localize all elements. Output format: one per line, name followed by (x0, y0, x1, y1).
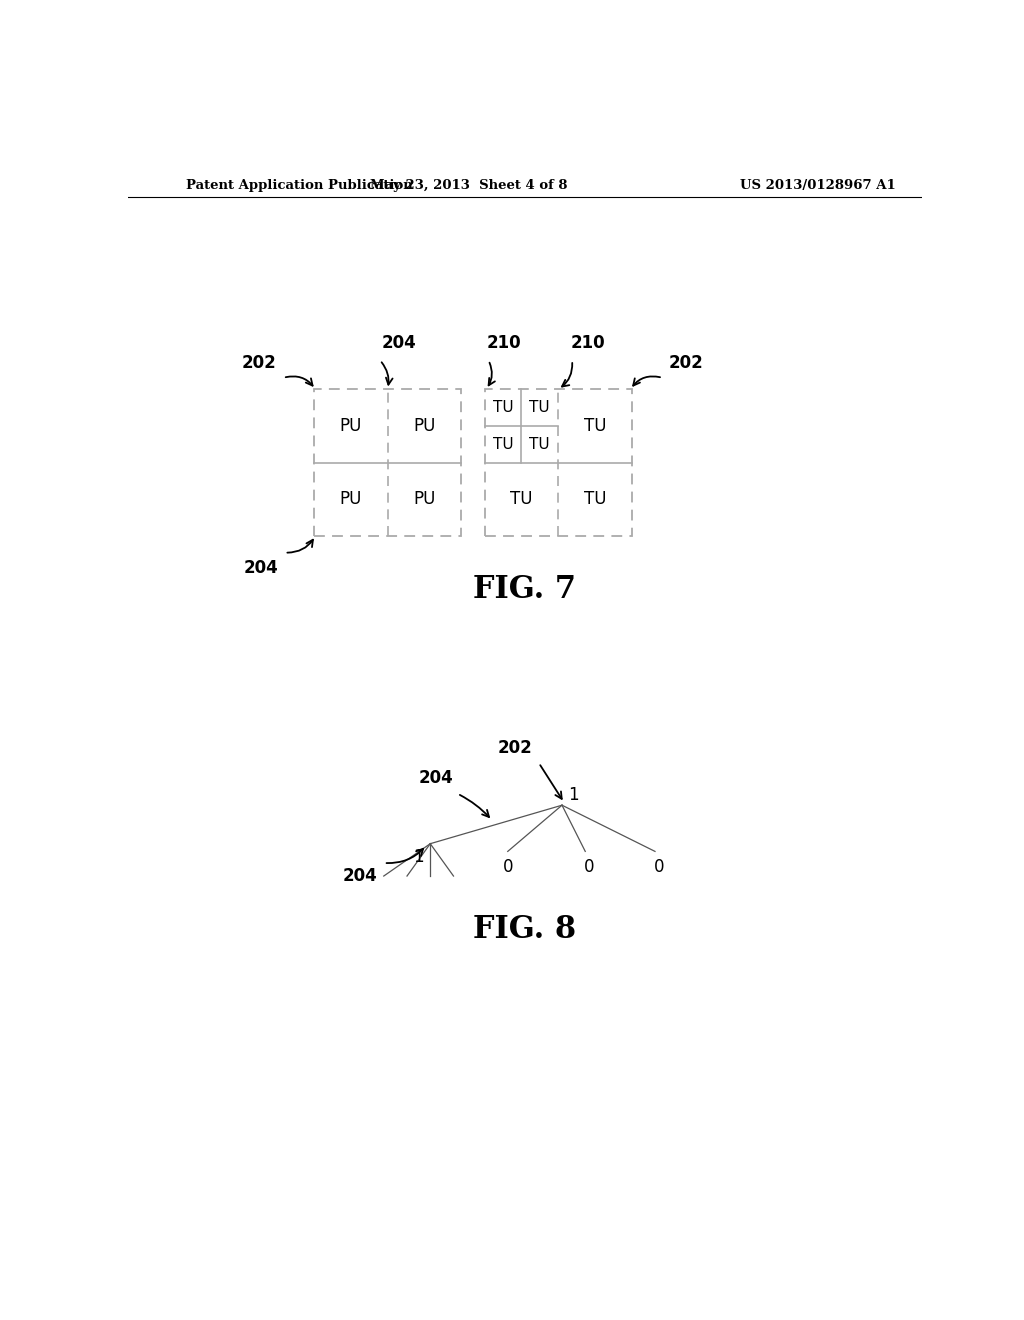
Text: 202: 202 (669, 355, 703, 372)
Text: Patent Application Publication: Patent Application Publication (186, 178, 413, 191)
Text: TU: TU (529, 437, 550, 451)
Text: 202: 202 (498, 739, 532, 756)
Text: 0: 0 (503, 858, 513, 875)
Text: May 23, 2013  Sheet 4 of 8: May 23, 2013 Sheet 4 of 8 (371, 178, 567, 191)
Text: 0: 0 (653, 858, 665, 875)
Text: 1: 1 (568, 785, 579, 804)
Text: PU: PU (414, 490, 435, 508)
Text: US 2013/0128967 A1: US 2013/0128967 A1 (740, 178, 896, 191)
Text: TU: TU (510, 490, 532, 508)
Text: 204: 204 (419, 770, 454, 788)
Text: FIG. 7: FIG. 7 (473, 574, 577, 605)
Text: PU: PU (340, 417, 362, 436)
Text: 0: 0 (584, 858, 594, 875)
Text: TU: TU (493, 437, 513, 451)
Text: 1: 1 (414, 847, 424, 866)
Text: 204: 204 (381, 334, 416, 352)
Text: 204: 204 (244, 558, 279, 577)
Text: FIG. 8: FIG. 8 (473, 915, 577, 945)
Text: PU: PU (340, 490, 362, 508)
Text: 204: 204 (343, 867, 378, 884)
Text: TU: TU (529, 400, 550, 416)
Text: PU: PU (414, 417, 435, 436)
Text: 210: 210 (570, 334, 605, 352)
Text: 202: 202 (242, 355, 276, 372)
Text: TU: TU (584, 490, 606, 508)
Text: 210: 210 (486, 334, 521, 352)
Text: TU: TU (493, 400, 513, 416)
Text: TU: TU (584, 417, 606, 436)
